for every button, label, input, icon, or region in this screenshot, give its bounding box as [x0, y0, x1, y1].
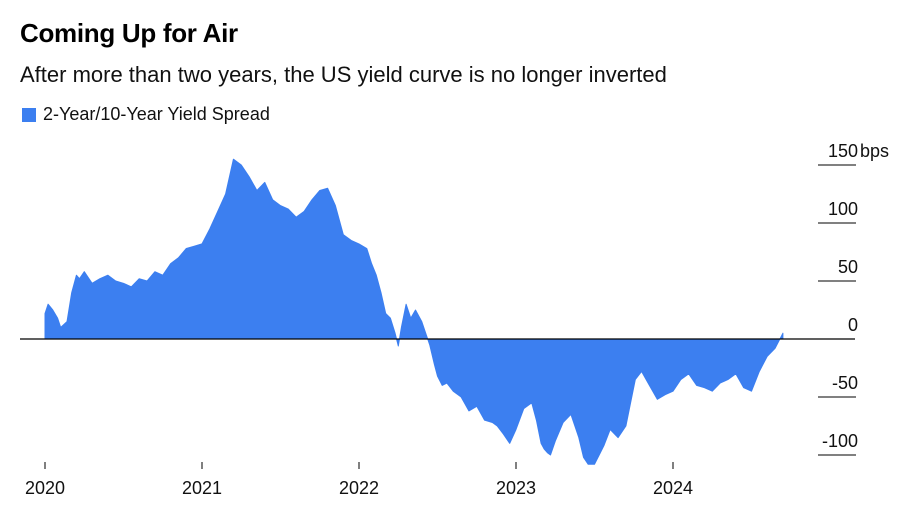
x-tick-label: 2024: [653, 478, 693, 498]
y-tick-label: 50: [838, 257, 858, 277]
y-tick-label: 150: [828, 141, 858, 161]
x-tick-label: 2021: [182, 478, 222, 498]
x-tick-label: 2020: [25, 478, 65, 498]
legend: 2-Year/10-Year Yield Spread: [22, 104, 270, 125]
legend-swatch: [22, 107, 36, 122]
x-tick-label: 2023: [496, 478, 536, 498]
y-tick-label: -100: [822, 431, 858, 451]
y-tick-label: 0: [848, 315, 858, 335]
x-tick-label: 2022: [339, 478, 379, 498]
y-tick-label: 100: [828, 199, 858, 219]
legend-label: 2-Year/10-Year Yield Spread: [43, 104, 270, 124]
y-axis-unit: bps: [860, 141, 889, 161]
series-area-0: [44, 158, 784, 465]
chart-title: Coming Up for Air: [20, 18, 238, 48]
chart-subtitle: After more than two years, the US yield …: [20, 62, 667, 87]
y-tick-label: -50: [832, 373, 858, 393]
